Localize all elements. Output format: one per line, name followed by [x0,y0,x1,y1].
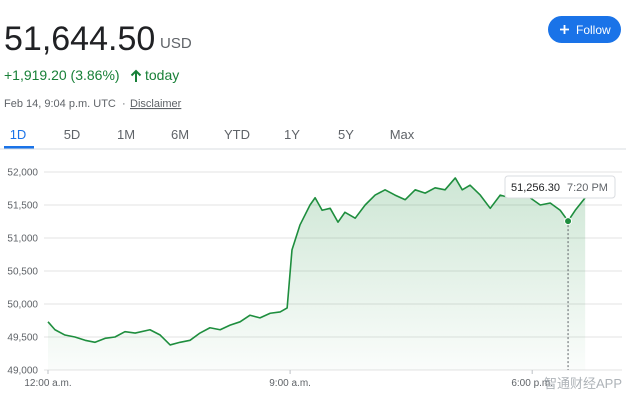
tab[interactable]: Max [390,127,415,142]
timestamp: Feb 14, 9:04 p.m. UTC [4,98,116,110]
tab[interactable]: 6M [171,127,189,142]
tooltip-point [564,217,573,226]
follow-button[interactable]: Follow [548,16,621,43]
range-tabs: 1D 5D 1M 6M YTD 1Y 5Y Max [10,127,415,142]
y-tick-label: 49,500 [7,333,38,344]
active-tab-underline [4,146,34,149]
change: +1,919.20 (3.86%) [4,67,120,83]
currency: USD [160,35,192,52]
tab[interactable]: 1Y [284,127,300,142]
up-arrow-icon [130,69,142,82]
y-tick-label: 51,000 [7,234,38,245]
disclaimer-link[interactable]: Disclaimer [130,98,182,110]
x-tick-label: 9:00 a.m. [269,378,311,389]
tab[interactable]: 5Y [338,127,354,142]
y-tick-label: 51,500 [7,201,38,212]
follow-button-bg [548,16,621,43]
chart: 49,000 49,500 50,000 50,500 51,000 51,500 52,0… [7,168,622,389]
y-tick-label: 50,000 [7,300,38,311]
period: today [145,67,179,83]
x-tick-label: 12:00 a.m. [24,378,71,389]
tab[interactable]: YTD [224,127,250,142]
tooltip-value: 51,256.30 [511,182,560,194]
follow-label: Follow [576,23,611,37]
tab[interactable]: 1D [10,127,27,142]
tab[interactable]: 1M [117,127,135,142]
plus-icon [560,25,569,34]
price-line [47,177,586,346]
y-tick-label: 52,000 [7,168,38,179]
tooltip-time: 7:20 PM [567,182,608,194]
area-fill [48,177,586,370]
separator: · [122,98,126,110]
price: 51,644.50 [4,20,155,58]
tab[interactable]: 5D [64,127,81,142]
y-tick-label: 50,500 [7,267,38,278]
x-tick-label: 6:00 p.m. [511,378,553,389]
tooltip-box [504,175,616,199]
y-tick-label: 49,000 [7,366,38,377]
watermark: 智通财经APP [544,376,622,391]
